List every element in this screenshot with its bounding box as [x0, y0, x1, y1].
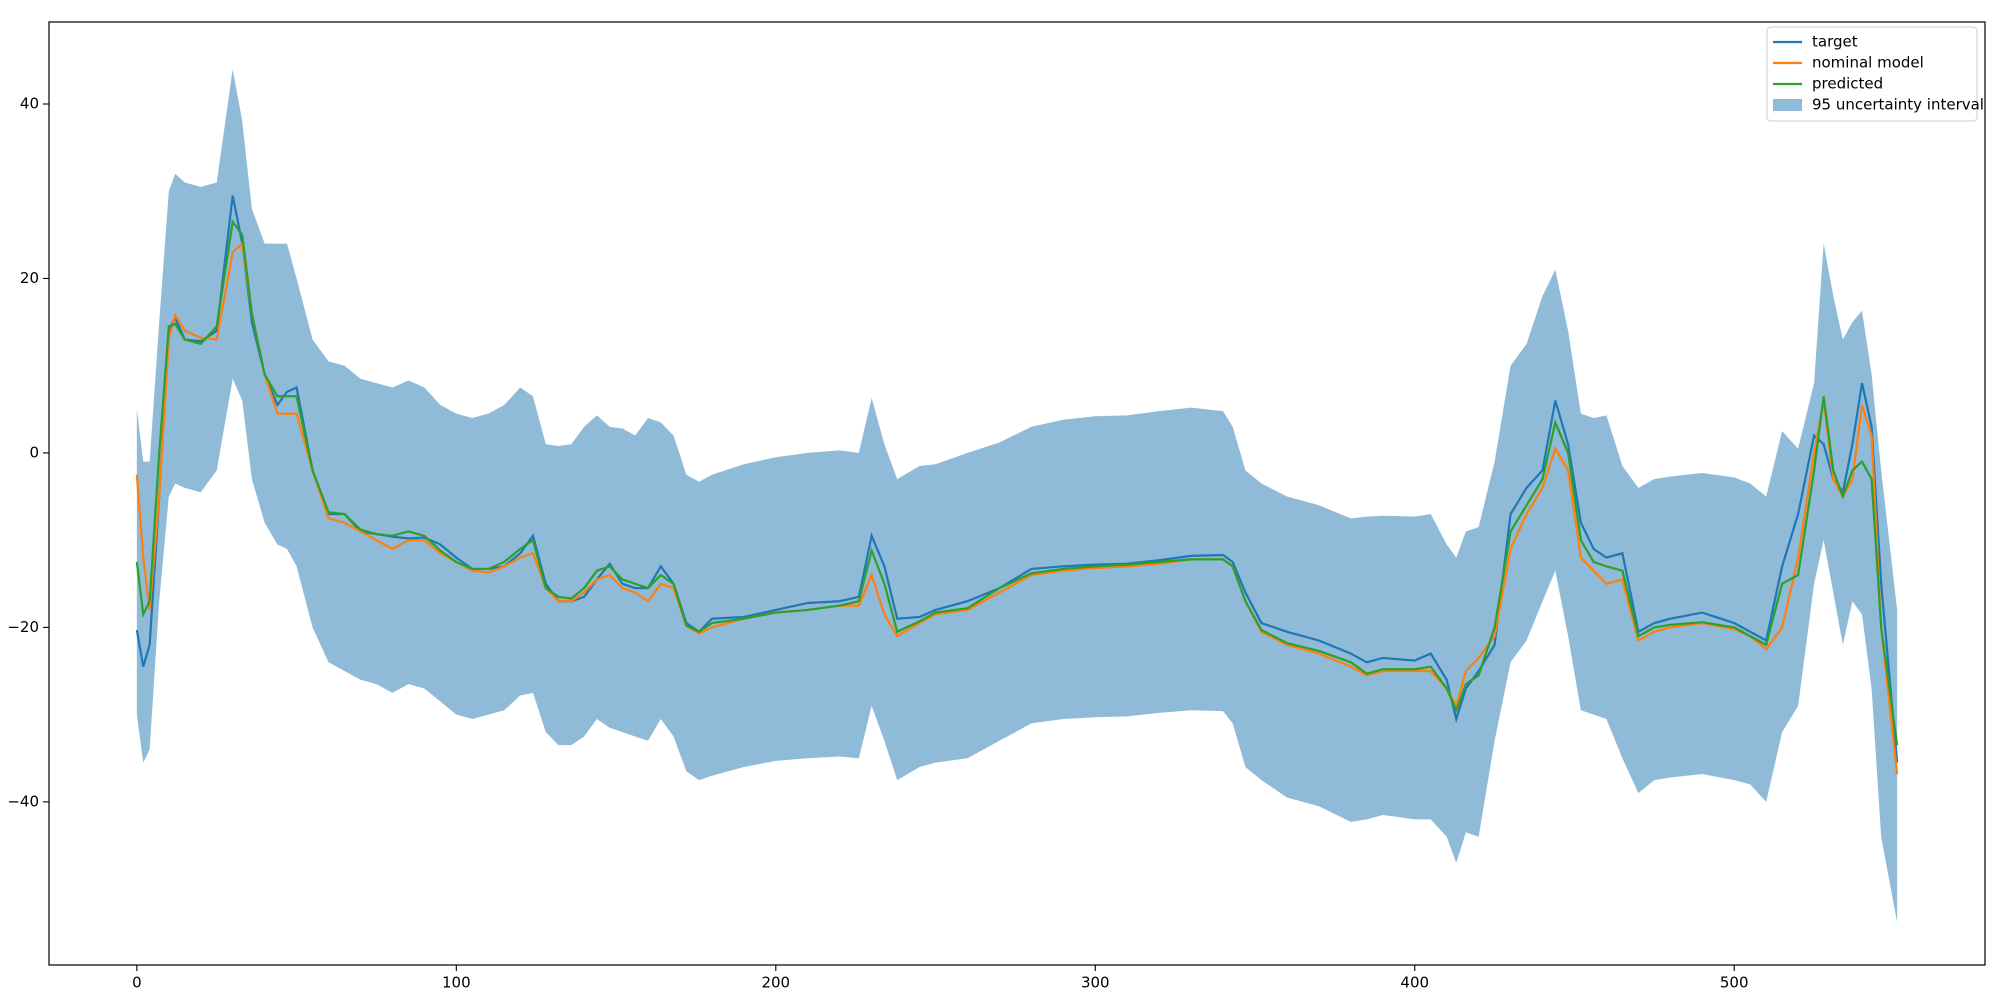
legend-label: target [1812, 33, 1858, 51]
series-line [135, 241, 1899, 775]
y-tick-label: 20 [20, 269, 39, 287]
x-tick-label: 100 [442, 974, 471, 992]
x-tick-label: 500 [1720, 974, 1749, 992]
x-tick-label: 400 [1400, 974, 1429, 992]
legend-label: nominal model [1812, 54, 1924, 72]
plot-frame [48, 21, 1986, 966]
legend-swatch [1773, 99, 1802, 111]
legend-label: predicted [1812, 75, 1883, 93]
x-tick-label: 200 [761, 974, 790, 992]
y-tick-label: 0 [29, 443, 39, 461]
uncertainty-band [136, 69, 1898, 923]
y-tick-label: 40 [20, 95, 39, 113]
y-tick-label: −40 [7, 792, 39, 810]
x-tick-label: 0 [132, 974, 142, 992]
legend: target nominal model predicted 95 uncertain… [1766, 26, 1984, 122]
x-tick-label: 300 [1081, 974, 1110, 992]
series-line [135, 218, 1899, 746]
legend-label: 95 uncertainty interval [1812, 96, 1984, 114]
legend-box [1766, 26, 1978, 122]
y-tick-label: −20 [7, 618, 39, 636]
